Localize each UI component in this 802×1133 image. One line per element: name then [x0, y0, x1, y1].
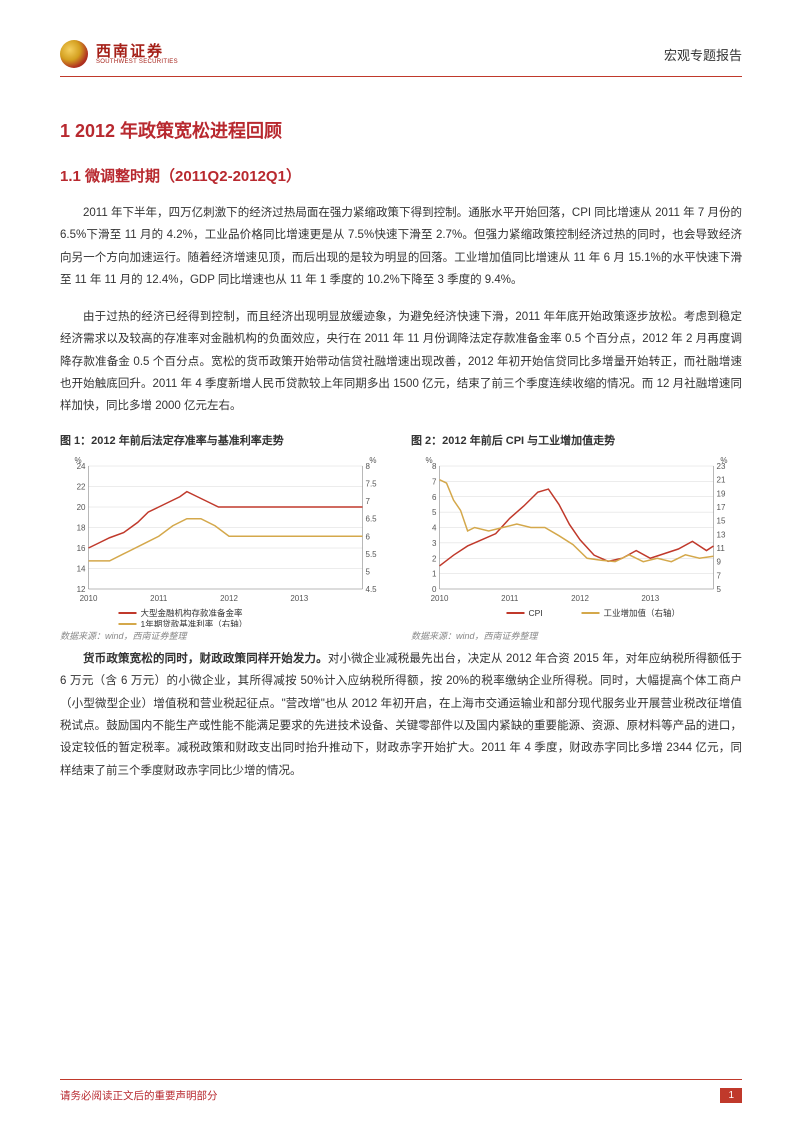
- subsection-heading: 1.1 微调整时期（2011Q2-2012Q1）: [60, 165, 742, 186]
- svg-text:4: 4: [432, 523, 437, 532]
- svg-text:7.5: 7.5: [366, 479, 378, 488]
- svg-text:0: 0: [432, 585, 437, 594]
- paragraph-2: 由于过热的经济已经得到控制，而且经济出现明显放缓迹象，为避免经济快速下滑，201…: [60, 306, 742, 418]
- svg-text:14: 14: [77, 564, 86, 573]
- svg-text:5: 5: [432, 508, 437, 517]
- svg-text:6.5: 6.5: [366, 515, 378, 524]
- chart-1-svg: 121416182022244.555.566.577.582010201120…: [60, 452, 391, 627]
- svg-text:2013: 2013: [290, 594, 308, 603]
- svg-text:16: 16: [77, 544, 86, 553]
- svg-text:2013: 2013: [641, 594, 659, 603]
- svg-text:2011: 2011: [150, 594, 168, 603]
- svg-text:%: %: [426, 456, 433, 465]
- chart-2-title: 图 2：2012 年前后 CPI 与工业增加值走势: [411, 432, 742, 448]
- chart-1-column: 图 1：2012 年前后法定存准率与基准利率走势 121416182022244…: [60, 432, 391, 642]
- logo-text: 西南证券 SOUTHWEST SECURITIES: [96, 44, 178, 65]
- svg-text:2012: 2012: [220, 594, 238, 603]
- svg-text:8: 8: [432, 462, 437, 471]
- svg-text:12: 12: [77, 585, 86, 594]
- svg-text:20: 20: [77, 503, 86, 512]
- svg-text:1年期贷款基准利率（右轴）: 1年期贷款基准利率（右轴）: [141, 619, 248, 627]
- charts-row: 图 1：2012 年前后法定存准率与基准利率走势 121416182022244…: [60, 432, 742, 642]
- svg-text:11: 11: [717, 544, 726, 553]
- logo-en: SOUTHWEST SECURITIES: [96, 59, 178, 65]
- svg-text:2: 2: [432, 554, 437, 563]
- svg-text:18: 18: [77, 523, 86, 532]
- svg-text:4.5: 4.5: [366, 585, 378, 594]
- svg-text:21: 21: [717, 475, 726, 484]
- svg-text:7: 7: [717, 571, 722, 580]
- chart-2-svg: 0123456785791113151719212320102011201220…: [411, 452, 742, 627]
- svg-text:3: 3: [432, 539, 437, 548]
- svg-text:15: 15: [717, 516, 726, 525]
- svg-text:5: 5: [717, 585, 722, 594]
- svg-text:22: 22: [77, 482, 86, 491]
- svg-text:%: %: [369, 456, 376, 465]
- page-number: 1: [720, 1088, 742, 1103]
- chart-1-source: 数据来源：wind，西南证券整理: [60, 629, 391, 642]
- logo-block: 西南证券 SOUTHWEST SECURITIES: [60, 40, 178, 68]
- svg-text:大型金融机构存款准备金率: 大型金融机构存款准备金率: [141, 608, 244, 618]
- svg-text:工业增加值（右轴）: 工业增加值（右轴）: [604, 608, 681, 618]
- chart-1-title: 图 1：2012 年前后法定存准率与基准利率走势: [60, 432, 391, 448]
- paragraph-1: 2011 年下半年，四万亿刺激下的经济过热局面在强力紧缩政策下得到控制。通胀水平…: [60, 202, 742, 292]
- svg-text:13: 13: [717, 530, 726, 539]
- svg-text:2012: 2012: [571, 594, 589, 603]
- logo-icon: [60, 40, 88, 68]
- svg-text:2010: 2010: [80, 594, 98, 603]
- section-heading: 1 2012 年政策宽松进程回顾: [60, 117, 742, 143]
- logo-cn: 西南证券: [96, 44, 178, 59]
- svg-text:7: 7: [432, 477, 437, 486]
- svg-text:%: %: [75, 456, 82, 465]
- svg-text:19: 19: [717, 489, 726, 498]
- svg-text:%: %: [720, 456, 727, 465]
- svg-text:17: 17: [717, 503, 726, 512]
- page-header: 西南证券 SOUTHWEST SECURITIES 宏观专题报告: [60, 40, 742, 77]
- svg-text:1: 1: [432, 569, 437, 578]
- paragraph-3: 货币政策宽松的同时，财政政策同样开始发力。对小微企业减税最先出台，决定从 201…: [60, 648, 742, 783]
- paragraph-3-body: 对小微企业减税最先出台，决定从 2012 年合资 2015 年，对年应纳税所得额…: [60, 653, 742, 777]
- chart-2-column: 图 2：2012 年前后 CPI 与工业增加值走势 0 1 2 3 4 5 6 7 8 5 7 9 11…: [411, 432, 742, 642]
- svg-text:5: 5: [366, 567, 371, 576]
- svg-text:9: 9: [717, 557, 722, 566]
- chart-2-source: 数据来源：wind，西南证券整理: [411, 629, 742, 642]
- svg-text:2010: 2010: [431, 594, 449, 603]
- svg-text:5.5: 5.5: [366, 550, 378, 559]
- page-footer: 请务必阅读正文后的重要声明部分 1: [60, 1079, 742, 1103]
- paragraph-3-lead: 货币政策宽松的同时，财政政策同样开始发力。: [83, 653, 328, 665]
- svg-text:7: 7: [366, 497, 371, 506]
- svg-text:6: 6: [432, 493, 437, 502]
- svg-text:6: 6: [366, 532, 371, 541]
- svg-text:2011: 2011: [501, 594, 519, 603]
- footer-text: 请务必阅读正文后的重要声明部分: [60, 1088, 218, 1103]
- svg-text:CPI: CPI: [529, 608, 543, 618]
- doc-type: 宏观专题报告: [664, 45, 742, 64]
